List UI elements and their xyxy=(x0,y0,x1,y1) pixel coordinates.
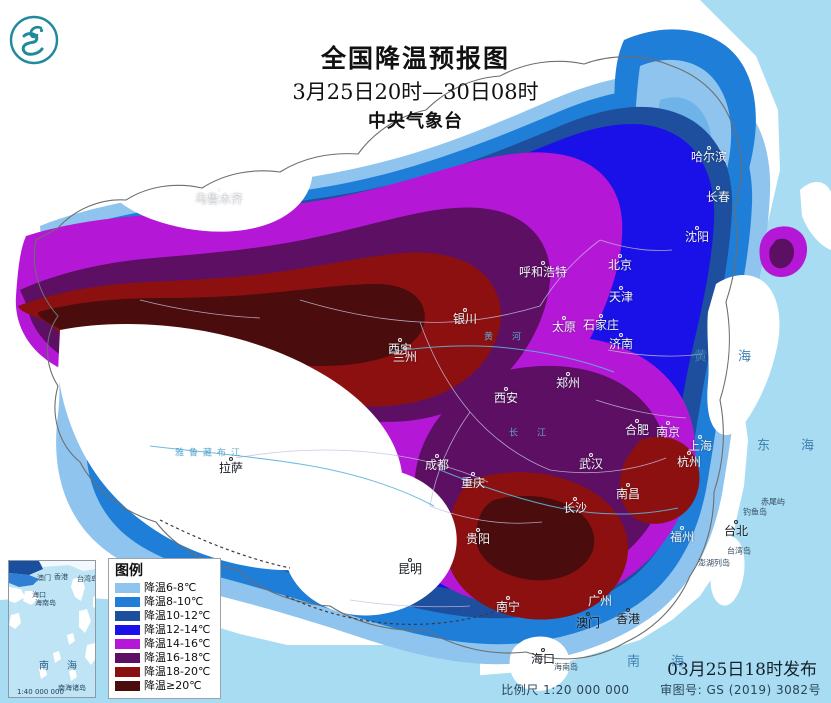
inset-place-label: 海南岛 xyxy=(35,599,56,607)
legend-item: 降温14-16℃ xyxy=(115,637,216,650)
legend-swatch xyxy=(115,624,140,635)
legend-swatch xyxy=(115,582,140,593)
south-china-sea-inset: 南 海 澳门 香港 台湾岛海口 海南岛南海诸岛 1:40 000 000 xyxy=(8,560,96,698)
legend-label: 降温6-8℃ xyxy=(144,580,197,594)
legend-item: 降温6-8℃ xyxy=(115,581,216,594)
legend-swatch xyxy=(115,638,140,649)
legend-label: 降温≥20℃ xyxy=(144,678,202,692)
inset-place-label: 香港 xyxy=(54,573,68,581)
legend-item: 降温12-14℃ xyxy=(115,623,216,636)
footer-meta: 比例尺 1:20 000 000 审图号: GS (2019) 3082号 xyxy=(501,681,821,698)
inset-place-label: 南海诸岛 xyxy=(58,684,86,692)
no-cooling-regions xyxy=(58,89,831,691)
legend-swatch xyxy=(115,680,140,691)
inset-place-label: 台湾岛 xyxy=(77,575,96,583)
legend-item: 降温16-18℃ xyxy=(115,651,216,664)
legend-swatch xyxy=(115,666,140,677)
inset-place-label: 海口 xyxy=(32,591,46,599)
legend-label: 降温16-18℃ xyxy=(144,650,211,664)
cma-dragon-logo xyxy=(8,14,60,66)
legend-label: 降温8-10℃ xyxy=(144,594,204,608)
approval-number: 审图号: GS (2019) 3082号 xyxy=(660,683,821,697)
legend-item: 降温18-20℃ xyxy=(115,665,216,678)
legend-label: 降温12-14℃ xyxy=(144,622,211,636)
rivers-lines xyxy=(149,345,679,515)
legend-panel: 图例 降温6-8℃ 降温8-10℃ 降温10-12℃ 降温12-14℃ 降温14-16℃… xyxy=(108,558,221,699)
legend-title: 图例 xyxy=(115,563,143,579)
legend-item: 降温8-10℃ xyxy=(115,595,216,608)
dashed-border xyxy=(159,519,511,625)
legend-label: 降温14-16℃ xyxy=(144,636,211,650)
inset-place-label: 澳门 xyxy=(37,574,51,582)
national-boundary xyxy=(33,56,742,660)
issue-time-text: 03月25日18时发布 xyxy=(667,660,817,680)
legend-item: 降温≥20℃ xyxy=(115,679,216,692)
scale-text: 比例尺 1:20 000 000 xyxy=(501,683,630,697)
legend-label: 降温18-20℃ xyxy=(144,664,211,678)
province-boundaries xyxy=(139,239,703,608)
inset-sea-label: 南 海 xyxy=(39,661,81,672)
legend-item: 降温10-12℃ xyxy=(115,609,216,622)
legend-swatch xyxy=(115,610,140,621)
legend-swatch xyxy=(115,596,140,607)
legend-rows: 降温6-8℃ 降温8-10℃ 降温10-12℃ 降温12-14℃ 降温14-16℃ 降温1… xyxy=(115,581,216,692)
legend-swatch xyxy=(115,652,140,663)
inset-scale-text: 1:40 000 000 xyxy=(17,688,64,696)
legend-label: 降温10-12℃ xyxy=(144,608,211,622)
